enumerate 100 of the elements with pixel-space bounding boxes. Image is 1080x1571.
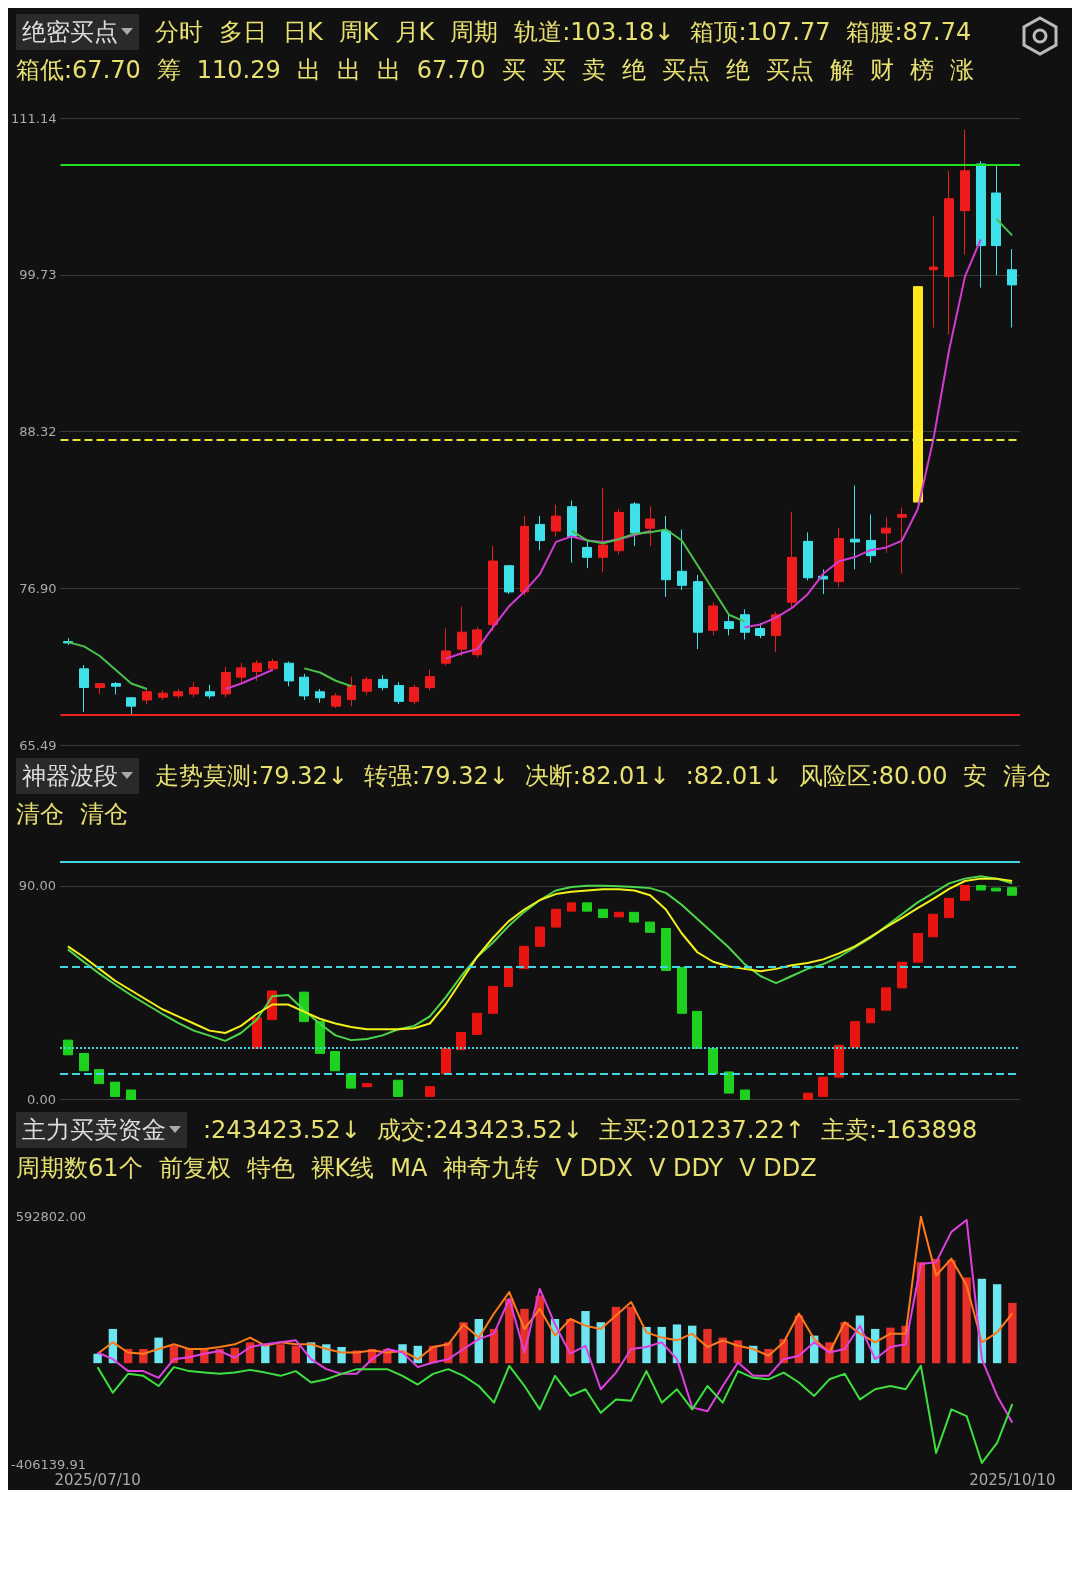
- bar: [596, 1322, 605, 1364]
- text: 绝: [725, 55, 750, 86]
- text: 裸K线: [310, 1153, 375, 1184]
- text: :82.01↓: [685, 762, 783, 790]
- candlestick: [881, 987, 891, 1011]
- text: 箱腰:87.74: [846, 17, 972, 48]
- line-series: [96, 1215, 1014, 1361]
- text: V DDZ: [739, 1154, 817, 1182]
- candlestick: [897, 507, 907, 575]
- candlestick: [645, 505, 655, 547]
- candlestick: [755, 622, 765, 639]
- candlestick: [913, 285, 923, 503]
- bar: [947, 1260, 956, 1364]
- candlestick: [409, 684, 419, 705]
- candlestick: [63, 1039, 73, 1056]
- candlestick: [708, 601, 718, 636]
- candlestick: [598, 908, 608, 919]
- candlestick: [976, 160, 986, 289]
- text: V DDY: [648, 1154, 724, 1182]
- candlestick: [567, 902, 576, 912]
- bar: [611, 1306, 621, 1364]
- candlestick: [252, 1017, 262, 1049]
- text: 解: [829, 55, 854, 86]
- line-series: [96, 1364, 1014, 1464]
- y-tick-label: 88.32: [19, 424, 57, 440]
- candlestick: [142, 688, 152, 705]
- text: 主买:201237.22↑: [598, 1115, 805, 1146]
- y-tick-label: 99.73: [19, 267, 57, 283]
- text: 出: [376, 55, 401, 86]
- line-series: [96, 1218, 1014, 1424]
- bar: [93, 1353, 102, 1364]
- candlestick: [79, 1052, 89, 1072]
- candlestick: [173, 688, 183, 700]
- text: 出: [336, 55, 361, 86]
- candlestick: [504, 564, 514, 595]
- candlestick: [693, 574, 703, 650]
- candlestick: [425, 669, 435, 691]
- text: :243423.52↓: [203, 1116, 361, 1144]
- text: 卖: [581, 55, 606, 86]
- candlestick: [378, 674, 388, 691]
- candlestick: [661, 928, 671, 972]
- candlestick: [991, 163, 1001, 276]
- candlestick: [1007, 248, 1017, 328]
- candlestick: [928, 913, 938, 938]
- candlestick: [346, 1073, 356, 1089]
- candlestick: [126, 696, 136, 717]
- candlestick: [347, 676, 356, 707]
- candlestick: [724, 1071, 734, 1094]
- candlestick: [551, 504, 561, 537]
- candlestick: [393, 1079, 403, 1097]
- candlestick: [315, 688, 325, 704]
- text: 风险区:80.00: [798, 761, 948, 792]
- text: 走势莫测:79.32↓: [155, 761, 348, 792]
- bar: [276, 1344, 285, 1364]
- text: 买点: [765, 55, 814, 86]
- text: 出: [296, 55, 321, 86]
- candlestick: [724, 614, 734, 636]
- candlestick: [645, 921, 655, 933]
- candlestick: [362, 1083, 372, 1088]
- text: 买点: [661, 55, 710, 86]
- candlestick: [944, 170, 954, 335]
- candlestick: [315, 1021, 325, 1054]
- candlestick: [630, 501, 640, 547]
- candlestick: [614, 508, 624, 555]
- candlestick: [582, 902, 592, 912]
- candlestick: [551, 908, 561, 928]
- candlestick: [692, 1010, 702, 1049]
- candlestick: [331, 692, 341, 709]
- candlestick: [205, 684, 215, 700]
- candlestick: [488, 985, 498, 1014]
- bar: [916, 1262, 926, 1364]
- candlestick: [803, 1092, 813, 1100]
- x-tick-label: 2025/10/10: [969, 1470, 1056, 1489]
- text: 成交:243423.52↓: [376, 1115, 583, 1146]
- text: 周期数61个: [16, 1153, 143, 1184]
- text: 箱顶:107.77: [690, 17, 831, 48]
- candlestick: [221, 666, 231, 698]
- candlestick: [1007, 887, 1017, 896]
- candlestick: [834, 527, 844, 588]
- bar: [261, 1345, 270, 1364]
- candlestick: [929, 215, 938, 328]
- candlestick: [535, 515, 545, 551]
- text: 周期: [450, 17, 499, 48]
- candlestick: [268, 658, 278, 672]
- candlestick: [504, 966, 513, 987]
- candlestick: [519, 945, 529, 970]
- candlestick: [614, 911, 624, 918]
- candlestick: [960, 129, 970, 256]
- candlestick: [79, 664, 89, 713]
- candlestick: [488, 545, 498, 632]
- bar: [1008, 1302, 1017, 1364]
- text: 清仓: [80, 799, 128, 830]
- text: 箱低:67.70: [16, 55, 141, 86]
- text: 榜: [909, 55, 934, 86]
- text: 买: [501, 55, 526, 86]
- candlestick: [158, 689, 168, 701]
- text: 筹: [156, 55, 181, 86]
- candlestick: [394, 681, 404, 705]
- candlestick: [362, 676, 372, 695]
- candlestick: [661, 515, 671, 598]
